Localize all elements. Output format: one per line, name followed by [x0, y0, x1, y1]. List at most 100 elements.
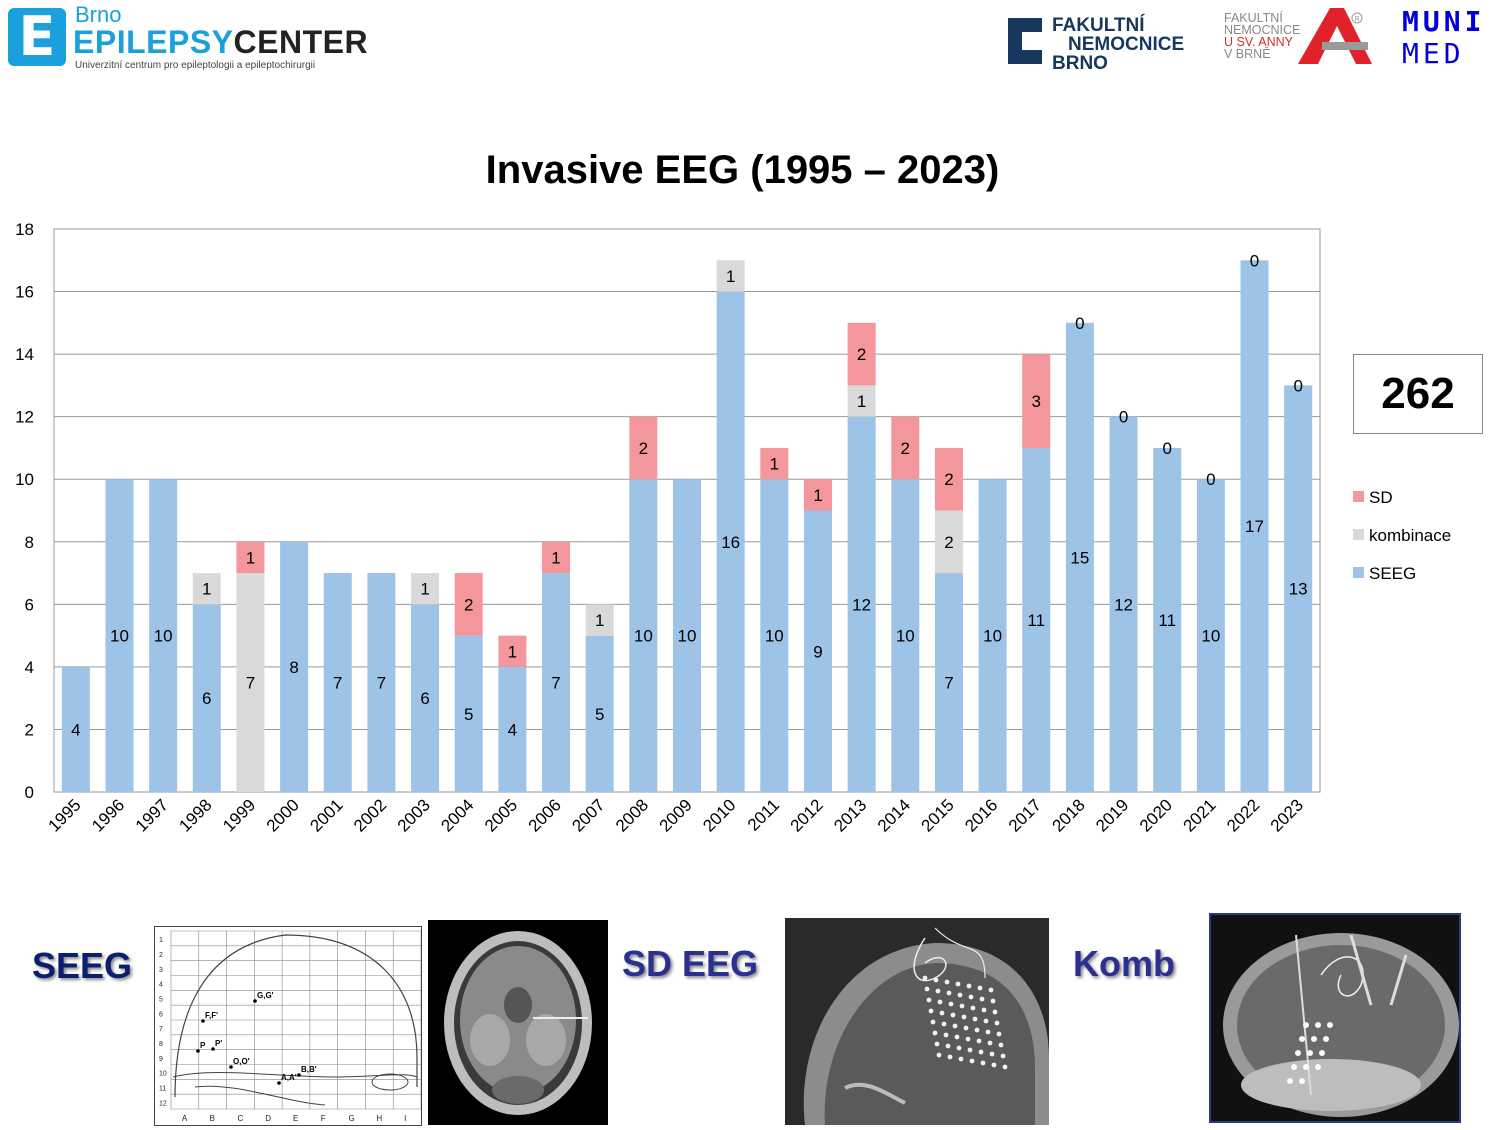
- x-tick-label: 2008: [612, 795, 652, 835]
- chart-legend: SD kombinace SEEG: [1353, 488, 1451, 583]
- bar-seeg-2007: [585, 635, 614, 792]
- bar-sd-2008: [629, 416, 658, 480]
- data-label: 5: [464, 705, 473, 724]
- top-data-label: 0: [1293, 376, 1302, 395]
- bar-kombinace-2007: [585, 604, 614, 636]
- data-label: 15: [1070, 548, 1089, 567]
- bar-seeg-2003: [411, 604, 440, 792]
- x-tick-label: 2015: [918, 795, 958, 835]
- x-tick-label: 1997: [132, 795, 172, 835]
- data-label: 10: [983, 627, 1002, 646]
- svg-text:E: E: [293, 1114, 298, 1123]
- data-label: 10: [765, 627, 784, 646]
- x-tick-label: 2021: [1180, 795, 1220, 835]
- data-label: 13: [1289, 580, 1308, 599]
- data-label: 10: [896, 627, 915, 646]
- muni-med-logo: MUNI MED: [1402, 6, 1485, 70]
- data-label: 4: [508, 720, 517, 739]
- bar-kombinace-2003: [411, 573, 440, 605]
- bar-kombinace-2010: [716, 260, 745, 292]
- chart-bars: [61, 260, 1313, 792]
- bar-sd-2006: [542, 541, 571, 574]
- data-label: 1: [726, 267, 735, 286]
- bar-seeg-2010: [716, 291, 745, 792]
- x-tick-label: 2018: [1049, 795, 1089, 835]
- bar-sd-2012: [803, 479, 832, 511]
- x-tick-label: 2023: [1267, 795, 1307, 835]
- y-tick-label: 6: [25, 595, 34, 614]
- data-label: 1: [770, 455, 779, 474]
- bar-seeg-2008: [629, 479, 658, 792]
- x-tick-label: 2009: [656, 795, 696, 835]
- bar-seeg-2023: [1284, 385, 1313, 792]
- data-label: 7: [246, 674, 255, 693]
- bar-seeg-2002: [367, 573, 396, 792]
- data-label: 12: [1114, 595, 1133, 614]
- bar-sd-2014: [891, 416, 920, 480]
- bar-sd-2011: [760, 447, 789, 480]
- ec-city: Brno: [75, 2, 122, 27]
- chart-title: Invasive EEG (1995 – 2023): [485, 148, 1000, 192]
- top-data-label: 0: [1206, 470, 1215, 489]
- svg-text:G: G: [349, 1114, 355, 1123]
- bar-seeg-2005: [498, 666, 527, 792]
- fn-brno-text: FAKULTNÍ NEMOCNICE BRNO: [1052, 16, 1184, 73]
- x-tick-label: 2000: [263, 795, 303, 835]
- data-label: 10: [1201, 627, 1220, 646]
- bar-seeg-2021: [1196, 479, 1225, 792]
- data-label: 2: [944, 470, 953, 489]
- sd-eeg-label: SD EEG: [622, 943, 759, 984]
- data-label: 17: [1245, 517, 1264, 536]
- data-label: 11: [1158, 611, 1176, 630]
- bar-kombinace-1999: [236, 573, 265, 792]
- x-tick-label: 2002: [350, 795, 390, 835]
- data-label: 16: [721, 533, 740, 552]
- fn-anny-logo-icon: R: [1298, 8, 1372, 64]
- svg-text:7: 7: [159, 1026, 163, 1033]
- svg-text:O,O': O,O': [233, 1057, 250, 1066]
- fn-brno-logo-icon: [1008, 18, 1042, 64]
- data-label: 11: [1027, 611, 1045, 630]
- y-tick-label: 4: [25, 658, 34, 677]
- x-tick-label: 2007: [568, 795, 608, 835]
- x-tick-label: 2020: [1136, 795, 1176, 835]
- bar-seeg-1995: [61, 666, 90, 792]
- bar-seeg-2018: [1065, 322, 1094, 792]
- fa-line-4: V BRNĚ: [1224, 47, 1271, 61]
- data-label: 1: [508, 642, 517, 661]
- svg-text:1: 1: [159, 937, 163, 944]
- svg-text:A: A: [182, 1114, 188, 1123]
- data-label: 1: [420, 580, 429, 599]
- y-tick-label: 14: [15, 345, 34, 364]
- data-label: 1: [813, 486, 822, 505]
- data-label: 2: [857, 345, 866, 364]
- svg-text:F,F': F,F': [205, 1011, 218, 1020]
- bar-seeg-2020: [1153, 447, 1182, 792]
- epilepsy-center-logo-icon: E: [8, 8, 66, 66]
- svg-text:C: C: [237, 1114, 243, 1123]
- fa-line-3: U SV. ANNY: [1224, 35, 1294, 49]
- top-data-label: 0: [1162, 439, 1171, 458]
- bar-seeg-2004: [454, 635, 483, 792]
- svg-text:3: 3: [159, 967, 163, 974]
- komb-label: Komb: [1073, 943, 1175, 984]
- data-label: 2: [639, 439, 648, 458]
- data-label: 1: [551, 548, 560, 567]
- y-axis: 0 2 4 6 8 10 12 14 16 18: [15, 220, 34, 802]
- data-label: 12: [852, 595, 871, 614]
- top-data-label: 0: [1250, 251, 1259, 270]
- x-tick-label: 2006: [525, 795, 565, 835]
- y-tick-label: 0: [25, 783, 34, 802]
- svg-text:2: 2: [159, 952, 163, 959]
- x-tick-label: 2016: [961, 795, 1001, 835]
- bar-seeg-2022: [1240, 260, 1269, 792]
- fn-line-2: NEMOCNICE: [1068, 34, 1185, 55]
- x-tick-label: 2014: [874, 795, 914, 835]
- bar-seeg-2009: [673, 479, 701, 792]
- muni-line: MUNI: [1402, 5, 1486, 38]
- x-tick-label: 2005: [481, 795, 521, 835]
- fn-line-3: BRNO: [1052, 53, 1108, 74]
- svg-text:R: R: [1355, 16, 1360, 23]
